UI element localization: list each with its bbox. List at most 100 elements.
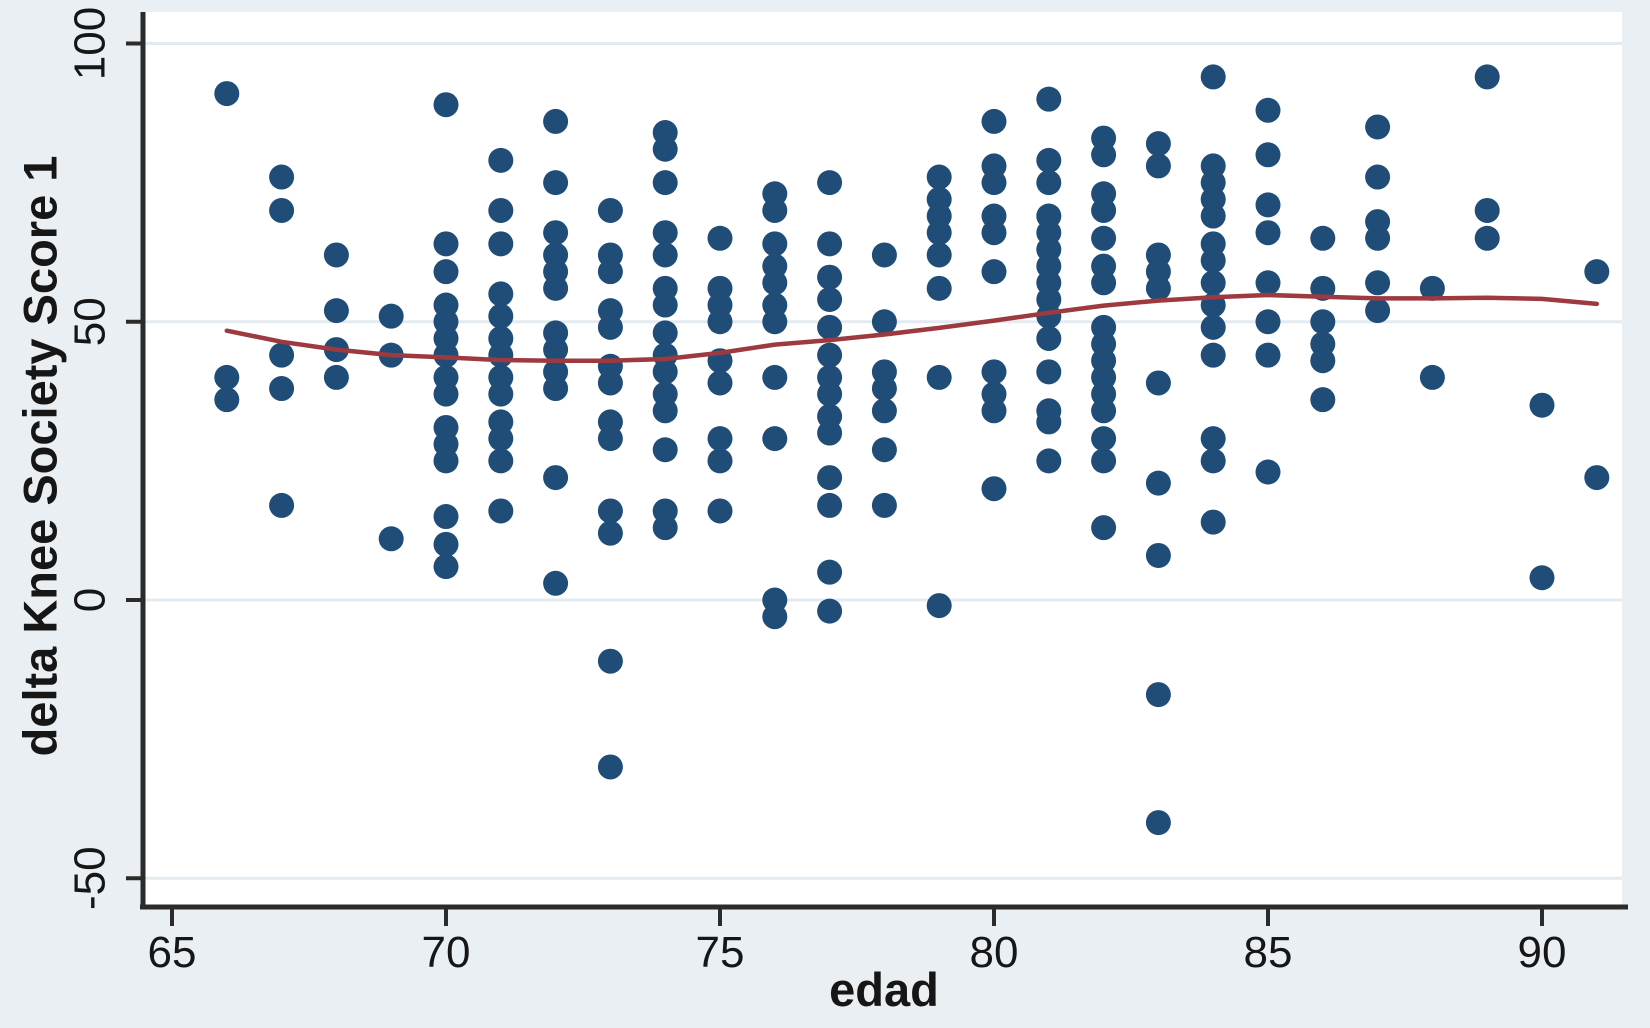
data-point [1091, 142, 1117, 168]
data-point [871, 437, 897, 463]
data-point [1310, 387, 1336, 413]
data-point [1091, 197, 1117, 223]
x-tick-label: 65 [148, 928, 197, 977]
data-point [1036, 448, 1062, 474]
data-point [214, 387, 240, 413]
data-point [543, 170, 569, 196]
data-point [1255, 342, 1281, 368]
data-point [817, 170, 843, 196]
data-point [652, 170, 678, 196]
data-point [433, 92, 459, 118]
data-point [1419, 364, 1445, 390]
y-axis-title: delta Knee Society Score 1 [14, 156, 67, 757]
data-point [488, 303, 514, 329]
data-point [1365, 225, 1391, 251]
data-point [1200, 248, 1226, 274]
data-point [817, 420, 843, 446]
data-point [981, 220, 1007, 246]
data-point [1145, 153, 1171, 179]
data-point [1255, 192, 1281, 218]
data-point [926, 593, 952, 619]
data-point [981, 359, 1007, 385]
data-point [543, 376, 569, 402]
plot-area [145, 12, 1622, 905]
data-point [871, 242, 897, 268]
data-point [488, 342, 514, 368]
data-point [1036, 359, 1062, 385]
data-point [1529, 392, 1555, 418]
data-point [323, 298, 349, 324]
data-point [817, 598, 843, 624]
data-point [1200, 314, 1226, 340]
data-point [1529, 565, 1555, 591]
data-point [1255, 220, 1281, 246]
data-point [707, 426, 733, 452]
data-point [817, 559, 843, 585]
data-point [652, 359, 678, 385]
data-point [652, 437, 678, 463]
data-point [762, 604, 788, 630]
x-axis-title: edad [829, 963, 939, 1016]
data-point [323, 242, 349, 268]
data-point [1200, 426, 1226, 452]
data-point [1474, 197, 1500, 223]
data-point [269, 164, 295, 190]
data-point [1200, 509, 1226, 535]
data-point [543, 337, 569, 363]
x-tick-label: 85 [1244, 928, 1293, 977]
data-point [1036, 147, 1062, 173]
data-point [1365, 270, 1391, 296]
data-point [597, 314, 623, 340]
x-tick-label: 90 [1518, 928, 1567, 977]
data-point [1310, 348, 1336, 374]
data-point [817, 264, 843, 290]
data-point [433, 259, 459, 285]
data-point [652, 398, 678, 424]
data-point [762, 426, 788, 452]
data-point [1365, 114, 1391, 140]
data-point [926, 275, 952, 301]
data-point [981, 476, 1007, 502]
data-point [1365, 164, 1391, 190]
data-point [762, 309, 788, 335]
data-point [652, 136, 678, 162]
data-point [597, 498, 623, 524]
data-point [597, 754, 623, 780]
data-point [707, 370, 733, 396]
data-point [488, 281, 514, 307]
data-point [1200, 203, 1226, 229]
data-point [707, 498, 733, 524]
data-point [378, 526, 404, 552]
y-tick-label: 0 [66, 588, 115, 612]
data-point [1474, 225, 1500, 251]
data-point [652, 292, 678, 318]
data-point [926, 242, 952, 268]
y-tick-label: 50 [66, 297, 115, 346]
data-point [543, 465, 569, 491]
data-point [652, 515, 678, 541]
data-point [488, 448, 514, 474]
data-point [1310, 225, 1336, 251]
data-point [817, 381, 843, 407]
data-point [1584, 259, 1610, 285]
data-point [1091, 270, 1117, 296]
data-point [871, 492, 897, 518]
data-point [488, 197, 514, 223]
data-point [597, 648, 623, 674]
data-point [488, 498, 514, 524]
data-point [1474, 64, 1500, 90]
data-point [1036, 170, 1062, 196]
data-point [488, 231, 514, 257]
data-point [1036, 409, 1062, 435]
data-point [817, 492, 843, 518]
data-point [817, 231, 843, 257]
data-point [1145, 275, 1171, 301]
data-point [981, 259, 1007, 285]
data-point [488, 147, 514, 173]
data-point [433, 448, 459, 474]
data-point [378, 303, 404, 329]
data-point [981, 170, 1007, 196]
data-point [652, 320, 678, 346]
